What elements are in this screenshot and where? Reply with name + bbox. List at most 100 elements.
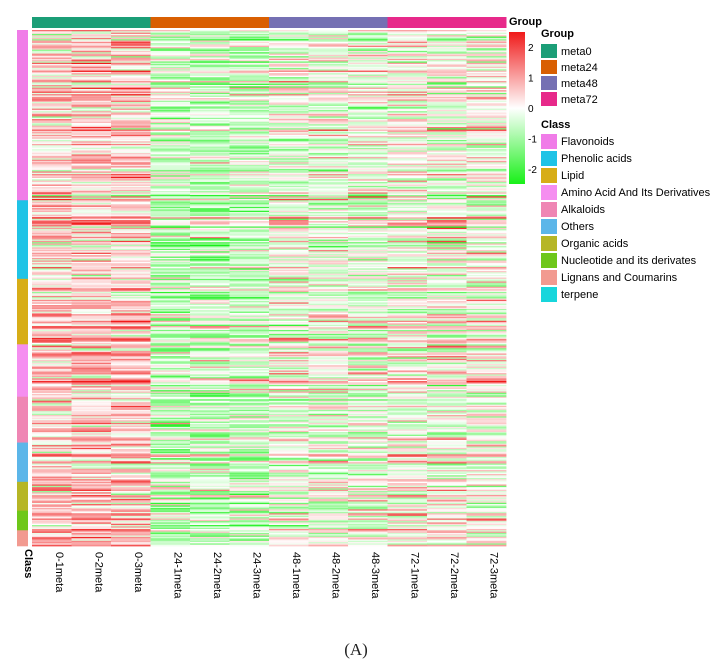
heatmap-cell [229, 273, 270, 276]
heatmap-cell [269, 273, 309, 276]
heatmap-cell [348, 383, 388, 386]
heatmap-cell [111, 145, 151, 147]
heatmap-cell [32, 490, 72, 493]
heatmap-cell [269, 454, 309, 457]
heatmap-cell [229, 256, 270, 259]
heatmap-cell [466, 391, 507, 394]
heatmap-cell [32, 462, 72, 464]
heatmap-cell [32, 467, 72, 470]
heatmap-cell [387, 303, 428, 306]
heatmap-cell [229, 261, 270, 264]
heatmap-cell [32, 56, 72, 58]
heatmap-cell [308, 158, 349, 161]
heatmap-cell [190, 162, 230, 164]
heatmap-cell [308, 365, 349, 367]
heatmap-cell [150, 467, 191, 470]
heatmap-cell [387, 513, 428, 515]
heatmap-cell [348, 33, 388, 36]
heatmap-cell [71, 33, 112, 36]
heatmap-cell [150, 384, 191, 387]
heatmap-cell [111, 487, 151, 489]
heatmap-cell [427, 281, 467, 284]
heatmap-cell [111, 248, 151, 251]
heatmap-cell [387, 273, 428, 276]
heatmap-cell [427, 44, 467, 47]
heatmap-cell [32, 171, 72, 174]
heatmap-cell [32, 527, 72, 530]
heatmap-cell [308, 50, 349, 53]
heatmap-cell [71, 437, 112, 440]
heatmap-cell [308, 270, 349, 273]
heatmap-cell [71, 386, 112, 388]
heatmap-cell [387, 150, 428, 153]
heatmap-cell [111, 176, 151, 179]
heatmap-cell [190, 384, 230, 387]
heatmap-cell [190, 420, 230, 422]
heatmap-cell [308, 333, 349, 336]
heatmap-cell [71, 35, 112, 37]
heatmap-cell [348, 371, 388, 374]
heatmap-cell [190, 234, 230, 237]
heatmap-cell [427, 315, 467, 318]
heatmap-cell [466, 229, 507, 231]
heatmap-cell [308, 462, 349, 464]
heatmap-cell [229, 171, 270, 174]
heatmap-cell [348, 508, 388, 510]
heatmap-cell [269, 36, 309, 39]
heatmap-cell [427, 90, 467, 92]
heatmap-cell [32, 276, 72, 278]
heatmap-cell [190, 306, 230, 309]
heatmap-cell [269, 64, 309, 66]
heatmap-cell [466, 396, 507, 399]
heatmap-cell [427, 432, 467, 434]
heatmap-cell [466, 480, 507, 483]
heatmap-cell [150, 145, 191, 147]
heatmap-cell [466, 535, 507, 538]
heatmap-cell [150, 177, 191, 180]
heatmap-cell [308, 229, 349, 231]
heatmap-cell [229, 244, 270, 247]
heatmap-cell [269, 105, 309, 108]
heatmap-cell [111, 532, 151, 535]
heatmap-cell [269, 243, 309, 246]
heatmap-cell [269, 291, 309, 294]
heatmap-cell [150, 115, 191, 117]
heatmap-cell [111, 226, 151, 229]
heatmap-cell [348, 217, 388, 219]
heatmap-cell [387, 443, 428, 446]
heatmap-cell [466, 179, 507, 182]
heatmap-cell [466, 539, 507, 542]
heatmap-cell [190, 45, 230, 48]
heatmap-cell [387, 536, 428, 539]
heatmap-cell [190, 411, 230, 413]
heatmap-cell [308, 434, 349, 437]
heatmap-cell [466, 70, 507, 73]
heatmap-cell [190, 463, 230, 466]
heatmap-cell [150, 450, 191, 453]
heatmap-cell [427, 434, 467, 437]
heatmap-cell [150, 429, 191, 432]
heatmap-cell [387, 522, 428, 525]
heatmap-cell [150, 195, 191, 197]
heatmap-cell [348, 490, 388, 493]
heatmap-cell [71, 522, 112, 525]
heatmap-cell [348, 259, 388, 261]
heatmap-cell [32, 460, 72, 463]
heatmap-cell [111, 40, 151, 43]
colorbar-tick-label: 1 [528, 74, 534, 85]
heatmap-cell [32, 112, 72, 115]
heatmap-cell [150, 236, 191, 239]
heatmap-cell [150, 41, 191, 44]
heatmap-cell [111, 392, 151, 395]
heatmap-cell [229, 263, 270, 265]
heatmap-cell [427, 301, 467, 303]
heatmap-cell [387, 136, 428, 138]
heatmap-cell [111, 494, 151, 497]
heatmap-cell [466, 518, 507, 521]
heatmap-cell [111, 158, 151, 161]
heatmap-cell [71, 43, 112, 45]
heatmap-cell [308, 456, 349, 459]
heatmap-cell [348, 288, 388, 290]
heatmap-cell [466, 44, 507, 47]
heatmap-cell [190, 39, 230, 41]
